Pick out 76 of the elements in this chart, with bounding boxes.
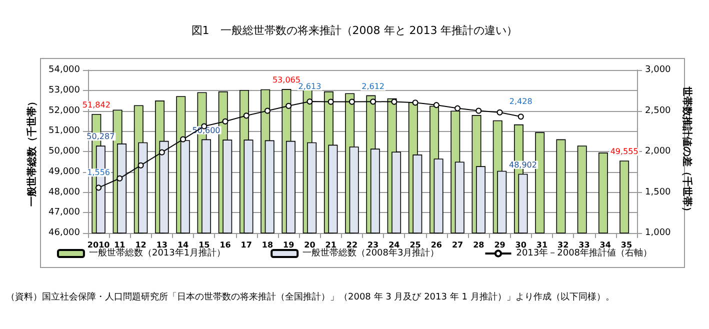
point [158, 149, 165, 156]
point [391, 98, 398, 105]
data-label: 53,065 [272, 76, 300, 85]
x-tick-label: 22 [346, 240, 358, 250]
y-tick-label: 46,000 [48, 228, 80, 238]
point [222, 118, 228, 124]
y-tick-label: 50,000 [48, 146, 80, 156]
point [370, 98, 376, 105]
text: （資料）国立社会保障・人口問題研究所「日本の世帯数の将来推計（全国推計）」（2008 年 3 月及び 2013 年 1 月推計）」より作成（以下同様）。 [6, 292, 614, 302]
data-label: 1,556 [87, 168, 110, 178]
point [328, 98, 334, 105]
point [96, 184, 102, 191]
x-tick-label: 20 [304, 240, 316, 250]
y2-axis-title: 世帯数推計値の差（千世帯） [681, 86, 694, 216]
y2-tick-label: 1,000 [645, 228, 672, 238]
x-tick-label: 27 [452, 240, 464, 250]
x-tick-label: 28 [473, 240, 485, 250]
y-tick-label: 48,000 [48, 187, 80, 198]
point [306, 98, 313, 105]
y-tick-label: 53,000 [48, 85, 80, 96]
x-tick-label: 12 [135, 240, 146, 250]
x-tick-label: 16 [220, 240, 232, 250]
y2-tick-label: 2,000 [645, 146, 672, 156]
point [518, 114, 524, 120]
x-tick-label: 2010 [87, 240, 110, 250]
point [454, 105, 461, 112]
data-label: 51,842 [82, 100, 110, 110]
x-tick-label: 25 [410, 240, 422, 250]
y2-tick-label: 1,500 [645, 187, 672, 198]
x-tick-label: 30 [515, 240, 527, 250]
point [433, 102, 440, 108]
point [412, 100, 418, 106]
x-tick-label: 34 [600, 240, 612, 250]
data-label: 48,902 [508, 160, 537, 170]
data-label: 50,287 [86, 132, 115, 142]
point [138, 162, 144, 168]
x-tick-label: 29 [494, 240, 506, 250]
chart-title: 図1 一般総世帯数の将来推計（2008 年と 2013 年推計の違い） [191, 24, 518, 37]
x-tick-label: 21 [325, 240, 337, 250]
x-tick-label: 11 [114, 240, 126, 250]
point [243, 112, 250, 119]
y2-tick-label: 2,500 [645, 106, 672, 116]
data-label: 2,428 [509, 97, 532, 106]
point [496, 109, 503, 116]
x-tick-label: 31 [536, 240, 548, 250]
legend-label: 一般世帯総数（2008年3月推計） [302, 248, 440, 258]
point [116, 175, 123, 182]
legend-label: 一般世帯総数（2013年1月推計） [88, 248, 226, 258]
y-tick-label: 51,000 [48, 126, 80, 136]
x-tick-label: 26 [430, 240, 442, 250]
x-tick-label: 18 [262, 240, 274, 250]
point [286, 102, 292, 109]
point [264, 108, 270, 114]
point [348, 98, 355, 105]
y-tick-label: 49,000 [48, 166, 80, 177]
y-tick-label: 54,000 [48, 65, 80, 75]
point [476, 108, 482, 114]
y-axis-title: 一般世帯総数（千世帯） [26, 96, 38, 206]
x-tick-label: 33 [578, 240, 590, 250]
x-tick-label: 13 [156, 240, 168, 250]
point [180, 136, 186, 142]
data-label: 2,612 [362, 82, 385, 92]
y2-tick-label: 3,000 [645, 65, 672, 75]
x-tick-label: 14 [177, 240, 190, 250]
x-tick-label: 17 [240, 240, 252, 250]
x-tick-label: 19 [283, 240, 295, 250]
x-tick-label: 35 [620, 240, 632, 250]
legend-label: 2013年－2008年推計値（右軸） [516, 248, 652, 258]
x-tick-label: 24 [388, 240, 400, 250]
data-label: 2,613 [298, 82, 322, 92]
y-tick-label: 52,000 [48, 106, 80, 116]
x-tick-label: 32 [558, 240, 569, 250]
y-tick-label: 47,000 [48, 208, 80, 218]
data-label: 49,555 [610, 147, 638, 156]
x-tick-label: 23 [367, 240, 379, 250]
x-tick-label: 15 [198, 240, 210, 250]
